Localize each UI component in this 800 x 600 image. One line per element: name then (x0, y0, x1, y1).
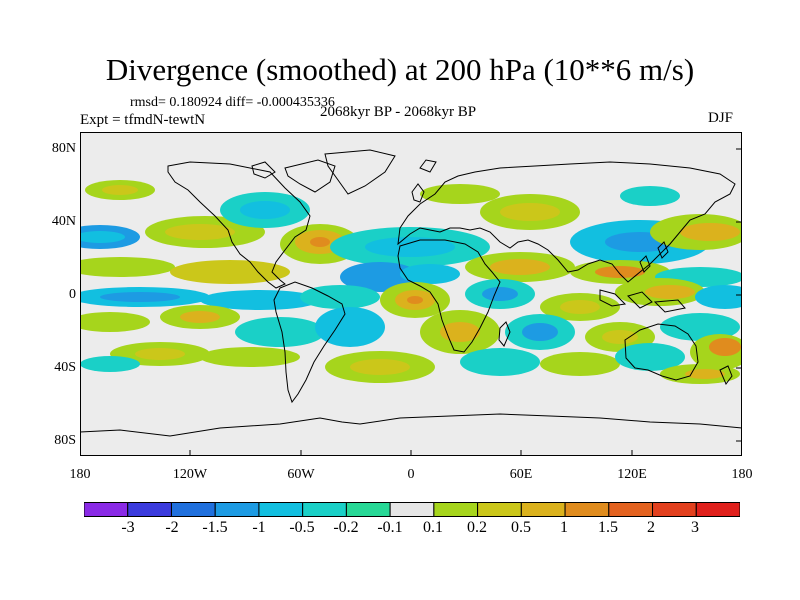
x-tick-label-60w: 60W (287, 467, 315, 482)
colorbar-box (652, 502, 697, 517)
axis-ticks (189, 148, 742, 456)
colorbar-box (695, 502, 740, 517)
colorbar-label: -1 (252, 519, 266, 536)
page-title: Divergence (smoothed) at 200 hPa (10**6 … (105, 52, 695, 87)
colorbar-boxes (84, 502, 740, 517)
colorbar-box (302, 502, 347, 517)
colorbar-label: 0.5 (511, 519, 531, 536)
colorbar-box (258, 502, 304, 517)
colorbar-box (389, 502, 435, 517)
colorbar-label: 0.1 (423, 519, 443, 536)
y-tick-label-0: 0 (69, 287, 76, 302)
x-tick-label-180e: 180 (731, 467, 753, 482)
colorbar (84, 502, 740, 517)
colorbar-box (170, 502, 216, 517)
divergence-field (80, 180, 742, 384)
colorbar-label: 3 (691, 519, 699, 536)
colorbar-label: 1.5 (598, 519, 618, 536)
colorbar-label: 0.2 (467, 519, 487, 536)
colorbar-label: -1.5 (202, 519, 228, 536)
x-tick-label-60e: 60E (509, 467, 533, 482)
y-tick-label-80n: 80N (51, 141, 76, 156)
colorbar-label: -0.2 (333, 519, 359, 536)
colorbar-box (345, 502, 391, 517)
y-tick-label-40s: 40S (54, 360, 76, 375)
stats-text: rmsd= 0.180924 diff= -0.000435336 (130, 95, 335, 110)
x-tick-label-120e: 120E (617, 467, 647, 482)
y-tick-label-40n: 40N (51, 214, 76, 229)
x-tick-label-180w: 180 (69, 467, 91, 482)
colorbar-label: -0.1 (377, 519, 403, 536)
x-tick-label-0: 0 (407, 467, 415, 482)
period-label: 2068kyr BP - 2068kyr BP (320, 104, 477, 120)
coastlines (80, 149, 742, 437)
colorbar-box (433, 502, 479, 517)
colorbar-box (520, 502, 566, 517)
colorbar-label: -2 (165, 519, 179, 536)
y-tick-label-80s: 80S (54, 433, 76, 448)
colorbar-label: 1 (560, 519, 568, 536)
colorbar-box (564, 502, 610, 517)
season-label: DJF (708, 110, 734, 126)
divergence-map (80, 132, 742, 456)
experiment-label: Expt = tfmdN-tewtN (80, 112, 206, 128)
colorbar-label: -3 (121, 519, 135, 536)
colorbar-label: 2 (647, 519, 655, 536)
colorbar-box (477, 502, 522, 517)
colorbar-box (608, 502, 654, 517)
colorbar-box (214, 502, 260, 517)
colorbar-box (127, 502, 172, 517)
x-tick-label-120w: 120W (172, 467, 208, 482)
colorbar-label: -0.5 (289, 519, 315, 536)
colorbar-box (84, 502, 129, 517)
